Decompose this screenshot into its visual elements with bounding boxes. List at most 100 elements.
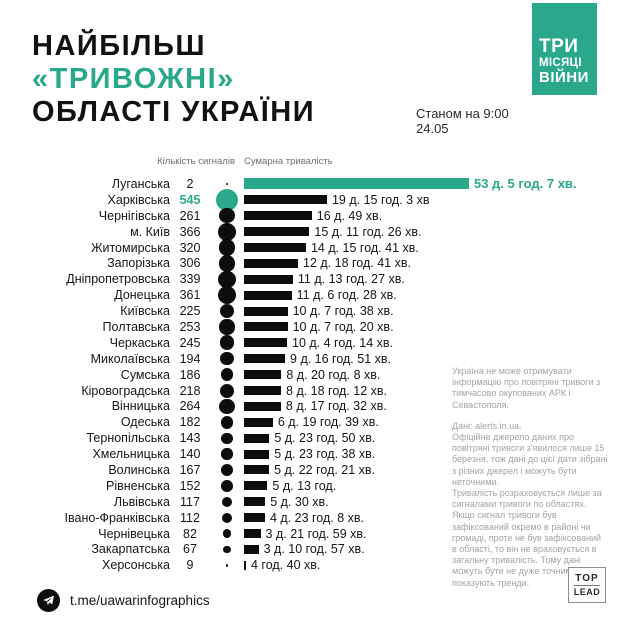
duration-bar [244,449,270,459]
duration-bar [244,560,246,570]
signal-count: 264 [179,399,201,414]
region-label: Волинська [108,462,170,477]
page-title: НАЙБІЛЬШ «ТРИВОЖНІ» ОБЛАСТІ УКРАЇНИ [32,30,315,129]
signal-dot-cell [210,222,244,241]
region-row: Харківська 545 19 д. 15 год. 3 хв [32,188,632,211]
duration-label: 9 д. 16 год. 51 хв. [290,351,391,366]
signal-dot-cell [210,496,244,507]
duration-label: 5 д. 13 год. [272,478,337,493]
duration-bar [244,274,293,284]
duration-label: 16 д. 49 хв. [316,208,383,223]
signal-count: 152 [179,478,201,493]
duration-label: 3 д. 21 год. 59 хв. [265,526,367,541]
signal-dot-cell [210,448,244,460]
signal-count-dot [219,303,235,319]
region-label: м. Київ [130,224,170,239]
signal-count: 82 [183,526,197,541]
telegram-handle-link[interactable]: t.me/uawarinfographics [70,593,210,608]
region-row: Івано-Франківська 112 4 д. 23 год. 8 хв. [32,510,632,526]
region-row: Одеська 182 6 д. 19 год. 39 хв. [32,414,632,430]
signal-count-dot [219,398,235,415]
duration-label: 5 д. 23 год. 38 хв. [274,447,376,462]
duration-label: 3 д. 10 год. 57 хв. [263,542,365,557]
signal-dot-cell [210,208,244,224]
region-label: Рівненська [106,478,170,493]
signal-count: 245 [179,335,201,350]
region-row: Житомирська 320 14 д. 15 год. 41 хв. [32,239,632,256]
region-row: Чернігівська 261 16 д. 49 хв. [32,208,632,224]
signal-count-dot [219,335,235,351]
signal-dot-cell [210,352,244,366]
region-label: Миколаївська [90,351,170,366]
as-of-timestamp: Станом на 9:00 24.05 [416,106,509,136]
region-label: Донецька [114,288,170,303]
column-header-total-duration: Сумарна тривалість [244,156,333,167]
duration-bar [244,401,281,411]
signal-count-dot [226,182,228,185]
signal-dot-cell [210,529,244,538]
region-row: Хмельницька 140 5 д. 23 год. 38 хв. [32,446,632,462]
duration-label: 19 д. 15 год. 3 хв [331,192,430,207]
signal-dot-cell [210,415,244,429]
duration-label: 15 д. 11 год. 26 хв. [314,224,422,239]
region-label: Сумська [120,367,170,382]
signal-count: 545 [179,192,201,207]
duration-bar [244,465,270,475]
signal-count: 306 [179,256,201,271]
signal-count: 143 [179,431,201,446]
duration-bar [244,227,310,237]
signal-count-dot [220,368,234,382]
region-label: Одеська [120,415,170,430]
region-row: Волинська 167 5 д. 22 год. 21 хв. [32,462,632,478]
duration-label: 5 д. 23 год. 50 хв. [274,431,376,446]
alerts-bar-chart: Луганська 2 53 д. 5 год. 7 хв. Харківська 54… [32,176,632,573]
title-line-2: «ТРИВОЖНІ» [32,63,235,95]
region-label: Харківська [107,192,170,207]
region-label: Закарпатська [91,542,170,557]
duration-label: 10 д. 7 год. 38 хв. [292,304,394,319]
region-row: Тернопільська 143 5 д. 23 год. 50 хв. [32,430,632,446]
signal-count: 67 [183,542,197,557]
signal-count-dot [221,480,233,492]
duration-bar [244,386,282,396]
region-label: Дніпропетровська [66,272,170,287]
signal-count-dot [221,448,233,460]
note-paragraph: Офіційне джерело даних про повітряні три… [452,432,608,487]
region-label: Черкаська [109,335,170,350]
region-row: Запорізька 306 12 д. 18 год. 41 хв. [32,255,632,272]
signal-dot-cell [210,512,244,523]
methodology-notes: Україна не може отримувати інформацію пр… [452,366,608,589]
signal-dot-cell [210,563,244,567]
signal-count: 117 [180,494,200,509]
region-row: Херсонська 9 4 год. 40 хв. [32,557,632,573]
signal-count-dot [217,222,237,241]
signal-count-dot [225,563,229,567]
three-months-of-war-badge: ТРИ МІСЯЦІ ВІЙНИ [532,3,597,95]
duration-label: 6 д. 19 год. 39 хв. [277,415,379,430]
duration-label: 5 д. 22 год. 21 хв. [274,462,376,477]
region-label: Полтавська [102,319,170,334]
region-row: Чернівецька 82 3 д. 21 год. 59 хв. [32,526,632,542]
signal-dot-cell [210,303,244,319]
duration-bar [244,322,288,332]
signal-dot-cell [210,432,244,444]
duration-bar [244,529,261,539]
telegram-credit: t.me/uawarinfographics [37,589,210,612]
signal-count-dot [219,383,234,398]
duration-bar [244,243,306,252]
region-label: Івано-Франківська [64,510,170,525]
signal-count-dot [222,529,232,538]
signal-count-dot [218,239,236,256]
region-label: Вінницька [111,399,170,414]
signal-count-dot [220,463,234,477]
region-row: Полтавська 253 10 д. 7 год. 20 хв. [32,319,632,335]
signal-count-dot [220,415,234,429]
duration-label: 5 д. 30 хв. [270,494,329,509]
note-paragraph: Тривалість розраховується лише за сигнал… [452,488,602,588]
signal-count: 186 [179,367,201,382]
region-row: Донецька 361 11 д. 6 год. 28 хв. [32,286,632,305]
duration-bar [244,178,469,190]
signal-dot-cell [210,383,244,398]
signal-count-dot [221,432,233,444]
signal-dot-cell [210,188,244,211]
